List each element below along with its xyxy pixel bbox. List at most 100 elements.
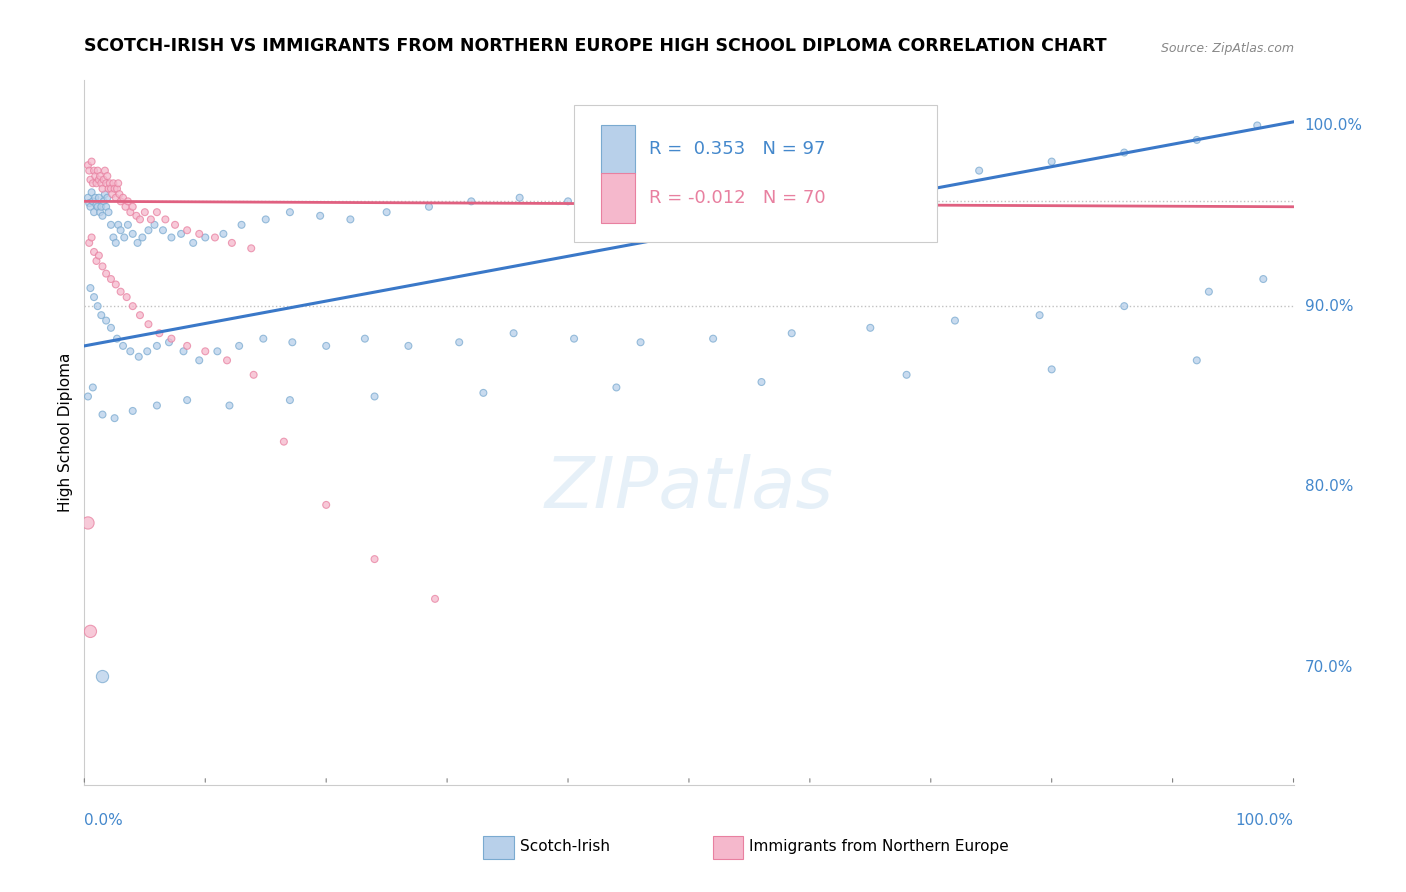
Point <box>231 218 253 232</box>
Point <box>105 182 128 196</box>
Point <box>155 212 177 227</box>
Point <box>110 194 132 209</box>
Point <box>148 326 170 341</box>
Point <box>121 404 143 418</box>
Point <box>84 191 107 205</box>
Point <box>859 321 882 335</box>
Point <box>605 380 627 394</box>
Point <box>339 212 361 227</box>
Point <box>207 344 229 359</box>
Point <box>252 332 274 346</box>
Point <box>104 191 127 205</box>
Point <box>121 227 143 241</box>
Point <box>107 218 129 232</box>
Point <box>87 172 110 186</box>
Point <box>143 218 166 232</box>
Point <box>91 182 114 196</box>
Text: R = -0.012   N = 70: R = -0.012 N = 70 <box>650 189 825 207</box>
Point <box>100 272 122 286</box>
Point <box>136 344 159 359</box>
Point <box>472 385 495 400</box>
Point <box>354 332 377 346</box>
Text: 100.0%: 100.0% <box>1236 813 1294 828</box>
Point <box>96 169 118 183</box>
Point <box>94 176 117 190</box>
Point <box>90 176 112 190</box>
Point <box>77 158 100 172</box>
Point <box>181 235 204 250</box>
Point <box>77 516 100 530</box>
Point <box>157 335 180 350</box>
Point <box>120 344 142 359</box>
Point <box>215 353 238 368</box>
Point <box>104 235 127 250</box>
Point <box>780 326 803 341</box>
Point <box>1185 133 1208 147</box>
Point <box>562 332 585 346</box>
FancyBboxPatch shape <box>574 105 936 243</box>
Point <box>129 308 152 322</box>
Point <box>82 176 104 190</box>
Point <box>100 182 122 196</box>
Point <box>89 205 111 219</box>
Point <box>103 230 125 244</box>
Point <box>89 169 111 183</box>
Point <box>83 205 105 219</box>
Point <box>77 163 100 178</box>
Point <box>96 191 118 205</box>
Point <box>93 172 115 186</box>
Point <box>363 552 385 566</box>
Point <box>77 191 100 205</box>
Point <box>176 223 198 237</box>
Point <box>87 191 110 205</box>
Point <box>82 194 104 209</box>
Point <box>315 339 337 353</box>
Point <box>363 389 385 403</box>
Point <box>134 205 156 219</box>
Point <box>94 313 117 327</box>
Point <box>94 200 117 214</box>
Point <box>79 624 101 639</box>
Point <box>97 205 120 219</box>
Point <box>502 326 524 341</box>
Point <box>112 230 135 244</box>
Point <box>460 194 482 209</box>
Point <box>138 317 160 331</box>
Point <box>281 335 304 350</box>
Point <box>100 321 122 335</box>
Point <box>751 182 773 196</box>
Point <box>86 163 108 178</box>
Point <box>86 198 108 212</box>
Text: 70.0%: 70.0% <box>1305 660 1353 675</box>
Point <box>90 308 112 322</box>
Point <box>188 353 211 368</box>
Point <box>228 339 250 353</box>
Point <box>630 335 652 350</box>
Point <box>83 244 105 259</box>
Point <box>80 154 103 169</box>
Text: SCOTCH-IRISH VS IMMIGRANTS FROM NORTHERN EUROPE HIGH SCHOOL DIPLOMA CORRELATION : SCOTCH-IRISH VS IMMIGRANTS FROM NORTHERN… <box>84 37 1107 55</box>
Point <box>87 248 110 262</box>
Point <box>204 230 226 244</box>
Text: 90.0%: 90.0% <box>1305 299 1353 314</box>
Point <box>240 241 263 255</box>
FancyBboxPatch shape <box>600 173 634 223</box>
Point <box>173 344 195 359</box>
Point <box>278 393 301 408</box>
Point <box>86 176 108 190</box>
Point <box>678 191 700 205</box>
Point <box>823 176 845 190</box>
Point <box>104 411 127 425</box>
Point <box>108 187 131 202</box>
Point <box>702 332 724 346</box>
Point <box>128 350 150 364</box>
Point <box>84 169 107 183</box>
Point <box>160 332 183 346</box>
Point <box>77 196 100 211</box>
Point <box>104 182 127 196</box>
Point <box>278 205 301 219</box>
Text: R =  0.353   N = 97: R = 0.353 N = 97 <box>650 140 825 159</box>
Point <box>129 212 152 227</box>
Point <box>146 399 169 413</box>
Text: 0.0%: 0.0% <box>84 813 124 828</box>
